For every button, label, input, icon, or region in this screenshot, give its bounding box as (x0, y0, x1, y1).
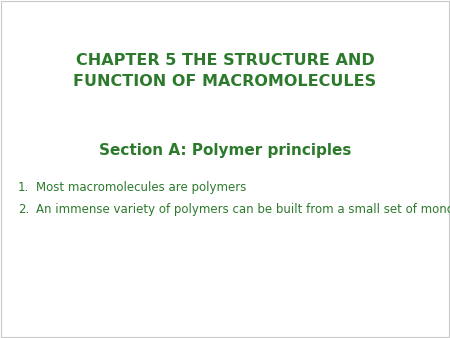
Text: Section A: Polymer principles: Section A: Polymer principles (99, 143, 351, 158)
Text: Most macromolecules are polymers: Most macromolecules are polymers (36, 181, 247, 194)
Text: 2.: 2. (18, 203, 29, 216)
Text: An immense variety of polymers can be built from a small set of monomers: An immense variety of polymers can be bu… (36, 203, 450, 216)
Text: CHAPTER 5 THE STRUCTURE AND
FUNCTION OF MACROMOLECULES: CHAPTER 5 THE STRUCTURE AND FUNCTION OF … (73, 53, 377, 89)
Text: 1.: 1. (18, 181, 29, 194)
